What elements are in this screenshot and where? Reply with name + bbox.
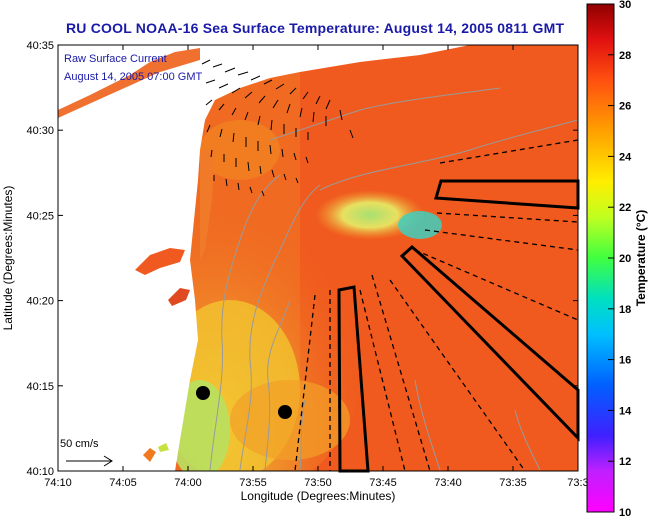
- colorbar-tick-label: 20: [619, 253, 631, 265]
- x-tick-label: 73:55: [239, 477, 267, 489]
- colorbar-tick-label: 24: [619, 151, 632, 163]
- x-tick-label: 74:05: [109, 477, 137, 489]
- bathymetry-contours: [209, 87, 578, 471]
- colorbar-ticks: 30 28 26 24 22 20 18 16 14 12 10: [608, 0, 632, 518]
- legend-line2: August 14, 2005 07:00 GMT: [64, 71, 202, 83]
- x-tick-label: 73:35: [499, 477, 527, 489]
- colorbar-tick-label: 10: [619, 507, 631, 518]
- colorbar-tick-label: 28: [619, 50, 631, 62]
- legend-line1: Raw Surface Current: [64, 53, 167, 65]
- y-tick-label: 40:20: [26, 296, 54, 308]
- scale-label: 50 cm/s: [60, 438, 99, 450]
- scale-arrow: [66, 455, 113, 467]
- sst-field: [58, 45, 578, 471]
- dashed-transects: [294, 139, 579, 472]
- y-tick-label: 40:35: [26, 40, 54, 52]
- x-tick-label: 73:45: [369, 477, 397, 489]
- mooring-marker[interactable]: [278, 405, 292, 419]
- x-tick-label: 74:10: [44, 477, 72, 489]
- y-tick-label: 40:15: [26, 381, 54, 393]
- y-axis-ticks: 40:35 40:30 40:25 40:20 40:15 40:10: [26, 40, 578, 478]
- surface-current-vectors: [201, 59, 354, 197]
- y-tick-label: 40:25: [26, 210, 54, 222]
- colorbar-tick-label: 18: [619, 304, 631, 316]
- mooring-marker[interactable]: [196, 386, 210, 400]
- x-tick-label: 73:50: [304, 477, 332, 489]
- x-tick-label: 73:40: [434, 477, 462, 489]
- colorbar-tick-label: 26: [619, 101, 631, 113]
- colorbar-tick-label: 22: [619, 202, 631, 214]
- y-axis-label: Latitude (Degrees:Minutes): [1, 186, 15, 331]
- colorbar-tick-label: 16: [619, 355, 631, 367]
- colorbar-tick-label: 12: [619, 456, 631, 468]
- x-axis-ticks: 74:10 74:05 74:00 73:55 73:50 73:45 73:40 73:35…: [44, 45, 589, 489]
- x-tick-label: 74:00: [174, 477, 202, 489]
- colorbar-label: Temperature (°C): [634, 210, 648, 307]
- x-axis-label: Longitude (Degrees:Minutes): [241, 489, 396, 503]
- colorbar-tick-label: 14: [619, 405, 632, 417]
- map-title: RU COOL NOAA-16 Sea Surface Temperature:…: [66, 20, 565, 36]
- colorbar-tick-label: 30: [619, 0, 631, 11]
- x-tick-label: 73:3: [567, 477, 588, 489]
- y-tick-label: 40:30: [26, 125, 54, 137]
- y-tick-label: 40:10: [26, 466, 54, 478]
